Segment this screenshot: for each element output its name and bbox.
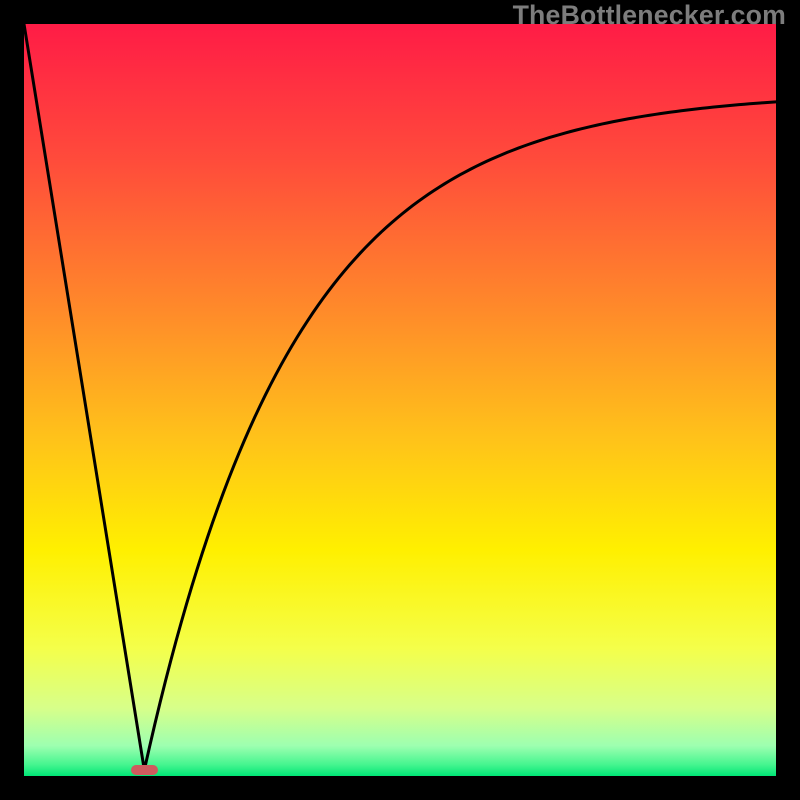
- chart-frame: TheBottlenecker.com: [0, 0, 800, 800]
- optimum-marker: [131, 765, 158, 776]
- bottleneck-curve: [24, 24, 776, 776]
- curve-path: [24, 24, 776, 770]
- watermark-text: TheBottlenecker.com: [513, 0, 786, 31]
- plot-area: [24, 24, 776, 776]
